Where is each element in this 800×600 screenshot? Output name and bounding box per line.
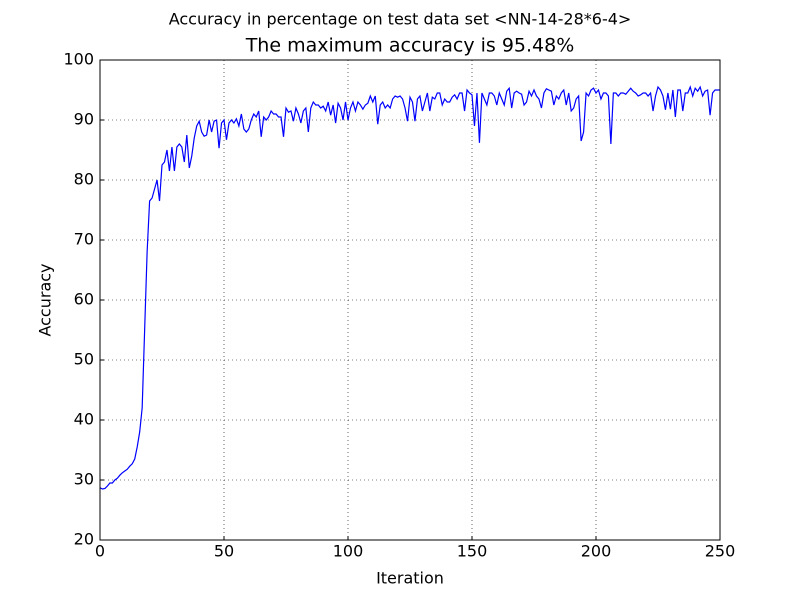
plot-frame	[99, 59, 721, 541]
chart-title: The maximum accuracy is 95.48%	[245, 35, 575, 57]
x-tick-label: 0	[95, 542, 105, 561]
x-tick-label: 150	[457, 542, 488, 561]
y-tick-label: 70	[74, 230, 94, 249]
x-axis-label: Iteration	[376, 569, 444, 588]
y-tick-label: 20	[74, 530, 94, 549]
x-tick-label: 200	[581, 542, 612, 561]
y-tick-label: 50	[74, 350, 94, 369]
y-tick-label: 30	[74, 470, 94, 489]
y-tick-label: 40	[74, 410, 94, 429]
x-tick-label: 250	[705, 542, 736, 561]
y-tick-label: 80	[74, 170, 94, 189]
y-tick-label: 60	[74, 290, 94, 309]
suptitle: Accuracy in percentage on test data set …	[169, 10, 632, 29]
x-tick-label: 50	[214, 542, 234, 561]
x-tick-label: 100	[333, 542, 364, 561]
data-line	[99, 85, 720, 490]
y-tick-label: 100	[63, 50, 94, 69]
y-axis-label: Accuracy	[36, 263, 55, 336]
y-tick-label: 90	[74, 110, 94, 129]
